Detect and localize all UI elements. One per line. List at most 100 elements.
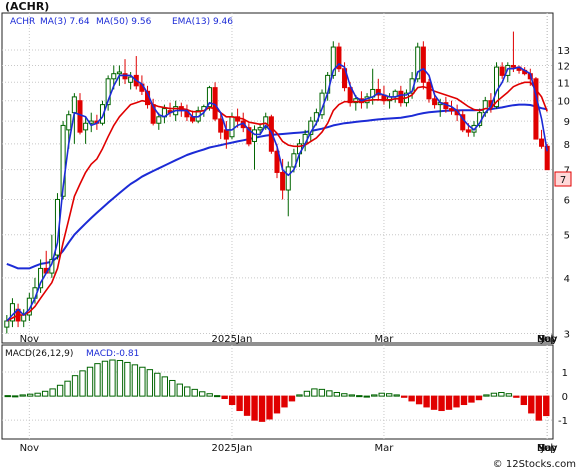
candle-body: [398, 90, 404, 104]
candle-body: [330, 46, 336, 76]
macd-bar-positive: [56, 384, 64, 397]
candle-body: [274, 150, 280, 173]
candle-down: [398, 85, 404, 107]
macd-x-tick-label: Nov: [537, 443, 557, 454]
macd-y-tick-label: -1: [558, 416, 568, 427]
legend-ema13: EMA(13) 9.46: [172, 17, 233, 27]
macd-bar-negative: [445, 395, 453, 410]
macd-y-tick-label: 0: [562, 392, 568, 403]
candle-up: [83, 116, 89, 144]
candle-body: [432, 98, 438, 106]
macd-bar-positive: [393, 394, 400, 397]
candle-down: [499, 62, 505, 79]
last-price-tag-box: [554, 171, 572, 187]
macd-bar-positive: [131, 364, 139, 397]
price-y-tick-label: 10: [557, 97, 570, 108]
macd-bar-positive: [356, 395, 363, 398]
price-y-tick-label: 13: [557, 46, 570, 57]
candle-body: [99, 104, 106, 124]
copyright: © 12Stocks.com: [493, 459, 576, 470]
macd-bar-negative: [266, 395, 273, 420]
candle-body: [448, 108, 455, 112]
macd-bar-positive: [191, 388, 198, 397]
macd-bar-positive: [385, 393, 393, 397]
candle-down: [122, 59, 128, 85]
macd-x-tick-label: Mar: [375, 443, 395, 454]
price-y-tick-label: 11: [557, 78, 570, 89]
candle-body: [426, 81, 432, 100]
candle-down: [212, 82, 218, 122]
price-x-tick-label: 2025Jan: [212, 334, 253, 345]
candle-body: [263, 116, 269, 129]
macd-bar-positive: [154, 372, 161, 397]
candle-body: [465, 129, 471, 133]
macd-bar-positive: [490, 392, 498, 397]
macd-bar-positive: [124, 361, 131, 397]
macd-bar-positive: [348, 394, 355, 397]
candle-body: [415, 46, 421, 80]
macd-bar-positive: [311, 388, 318, 397]
candle-up: [415, 42, 421, 83]
candles-layer: [4, 31, 550, 334]
price-vertical-grid: [28, 13, 548, 343]
candle-body: [229, 116, 235, 138]
macd-bar-positive: [296, 394, 303, 397]
ma3-line: [6, 63, 548, 322]
macd-bar-negative: [251, 395, 258, 421]
candle-body: [510, 64, 516, 68]
price-y-tick-label: 6: [564, 195, 570, 206]
macd-bar-positive: [169, 379, 176, 397]
candle-body: [291, 153, 297, 168]
macd-bar-negative: [228, 395, 236, 406]
candle-up: [263, 112, 269, 130]
ma3-layer: [6, 63, 548, 322]
macd-legend-params: MACD(26,12,9): [5, 349, 73, 359]
macd-bar-positive: [86, 366, 94, 397]
macd-bar-positive: [101, 360, 109, 397]
candle-body: [280, 171, 286, 191]
ema13-layer: [6, 81, 548, 322]
macd-bar-negative: [243, 395, 251, 416]
macd-bar-positive: [64, 380, 71, 397]
candle-body: [285, 166, 291, 191]
candle-body: [77, 100, 83, 133]
candle-body: [83, 122, 89, 131]
candle-body: [128, 76, 134, 83]
macd-bar-positive: [116, 360, 124, 397]
macd-bar-negative: [475, 395, 483, 401]
macd-bar-negative: [281, 395, 288, 408]
price-x-tick-label: Sep: [538, 334, 557, 345]
macd-bar-positive: [161, 376, 169, 397]
candle-down: [510, 31, 516, 73]
macd-bar-positive: [34, 392, 41, 397]
macd-bar-negative: [460, 395, 468, 406]
macd-bar-positive: [363, 395, 370, 398]
chart-title: (ACHR): [5, 0, 49, 13]
candle-body: [257, 127, 263, 131]
macd-bar-positive: [333, 392, 341, 397]
candle-body: [4, 320, 10, 328]
price-y-tick-label: 3: [564, 329, 570, 340]
candle-up: [105, 75, 111, 111]
candle-up: [285, 161, 291, 217]
macd-bar-positive: [378, 392, 385, 397]
macd-bar-positive: [341, 393, 348, 397]
macd-bar-positive: [146, 369, 154, 397]
candle-body: [420, 46, 426, 83]
macd-bar-negative: [408, 395, 415, 402]
candle-down: [336, 42, 342, 73]
macd-bar-negative: [520, 395, 528, 406]
macd-panel-frame: [1, 344, 554, 440]
macd-vertical-grid: [28, 345, 548, 439]
candle-up: [257, 123, 263, 135]
price-y-tick-label: 7: [564, 166, 570, 177]
candle-body: [156, 116, 162, 124]
macd-bars: [4, 359, 550, 422]
macd-bar-positive: [12, 395, 19, 398]
macd-bar-negative: [438, 395, 445, 412]
price-y-tick-label: 4: [564, 274, 570, 285]
